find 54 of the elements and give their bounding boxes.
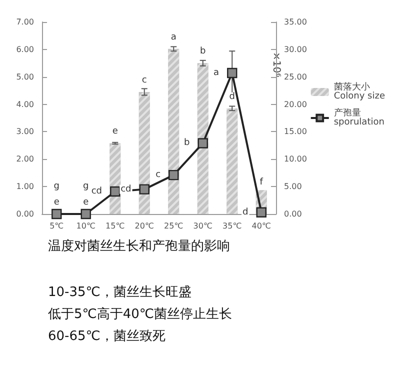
- data-label: a: [170, 32, 176, 42]
- x-tick-label: 25℃: [164, 222, 184, 230]
- y-tick-label: 0.00: [16, 210, 34, 218]
- y-tick-label: 6.00: [16, 44, 34, 54]
- x-tick-label: 10℃: [76, 222, 96, 230]
- y2-tick-label: 30.00: [284, 44, 307, 54]
- data-label: e: [54, 198, 60, 208]
- data-label: cd: [120, 184, 132, 194]
- y-tick-label: 2.00: [16, 154, 34, 164]
- data-label: e: [112, 126, 118, 137]
- point: [110, 186, 120, 197]
- point: [168, 170, 179, 180]
- text: 10-35℃，菌丝生长旺盛: [48, 285, 192, 300]
- x-tick-label: 5℃: [50, 222, 64, 230]
- legend-label: 产孢量 sporulation: [334, 108, 384, 128]
- y-tick-label: 3.00: [16, 127, 34, 136]
- point: [227, 68, 238, 78]
- data-label: cd: [91, 186, 102, 197]
- y2-tick-label: 5.00: [284, 182, 302, 192]
- x-tick-label: 20℃: [134, 222, 154, 230]
- x-tick-label: 40℃: [252, 222, 271, 230]
- text: 60-65℃，菌丝致死: [48, 329, 166, 344]
- data-label: b: [200, 46, 206, 57]
- data-label: d: [229, 92, 235, 102]
- y-tick-label: 5.00: [16, 72, 34, 82]
- x-tick-label: 30℃: [193, 222, 212, 230]
- data-label: d: [242, 207, 248, 218]
- y2-tick-label: 25.00: [284, 72, 307, 82]
- point: [256, 207, 266, 218]
- data-label: b: [184, 138, 190, 148]
- y-tick-label: 7.00: [16, 18, 34, 26]
- x-tick-label: 35℃: [222, 222, 242, 230]
- y2-tick-label: 15.00: [284, 127, 307, 136]
- data-label: g: [54, 181, 60, 192]
- data-label: f: [260, 178, 264, 188]
- y2-tick-label: 20.00: [284, 100, 307, 109]
- data-label: e: [83, 198, 90, 208]
- data-label: g: [83, 181, 89, 192]
- data-label: c: [142, 75, 147, 86]
- point: [80, 208, 91, 220]
- y-tick-label: 4.00: [16, 100, 34, 109]
- legend-label: 菌落大小 Colony size: [334, 82, 386, 102]
- text: 温度对菌丝生长和产孢量的影响: [48, 238, 230, 254]
- y2-tick-label: 35.00: [284, 18, 307, 26]
- y-tick-label: 1.00: [16, 182, 34, 192]
- point: [139, 184, 150, 194]
- y2-tick-label: 0.00: [284, 210, 302, 218]
- x-tick-label: 15℃: [106, 222, 125, 230]
- text: 低于5℃高于40℃菌丝停止生长: [48, 306, 232, 322]
- y2-tick-label: 10.00: [284, 154, 307, 164]
- point: [52, 208, 62, 220]
- data-label: c: [156, 170, 161, 180]
- data-label: a: [214, 68, 220, 78]
- point: [198, 138, 208, 148]
